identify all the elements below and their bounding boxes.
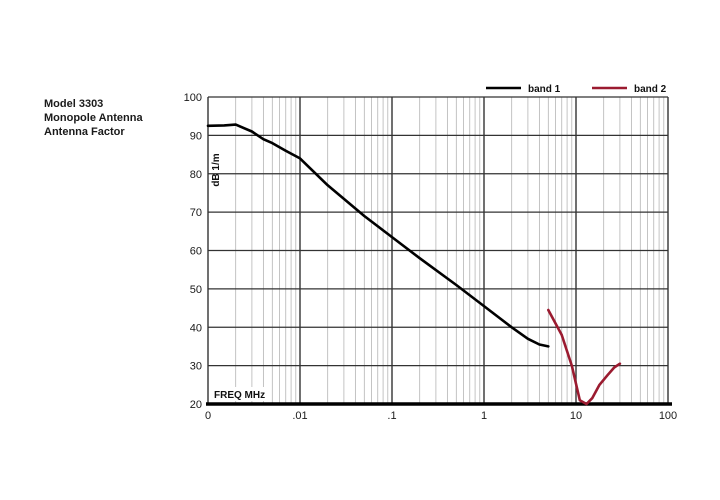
y-tick-label: 60 [190,246,202,258]
y-tick-label: 70 [190,207,202,219]
series-line-2 [546,308,622,406]
model-title-block: Model 3303 Monopole Antenna Antenna Fact… [44,97,164,139]
antenna-type: Monopole Antenna [44,112,143,124]
y-axis-label: dB 1/m [211,153,222,186]
series-line-1 [206,123,550,348]
x-axis-label: FREQ MHz [214,390,265,401]
y-tick-label: 50 [190,284,202,296]
model-number: Model 3303 [44,98,104,110]
x-tick-label: 1 [481,410,487,422]
y-tick-label: 90 [190,130,202,142]
x-tick-label: 0 [205,410,211,422]
y-tick-label: 20 [190,399,202,411]
x-axis-label-bg [209,387,269,401]
x-tick-label: .1 [387,410,396,422]
x-tick-label: .01 [292,410,307,422]
chart-subject: Antenna Factor [44,126,125,138]
x-tick-label: 10 [570,410,582,422]
y-tick-label: 30 [190,361,202,373]
y-tick-label: 100 [184,92,202,104]
x-tick-label: 100 [659,410,677,422]
legend-label-2: band 2 [634,84,667,95]
y-tick-label: 40 [190,322,202,334]
legend-label-1: band 1 [528,84,561,95]
y-tick-label: 80 [190,169,202,181]
